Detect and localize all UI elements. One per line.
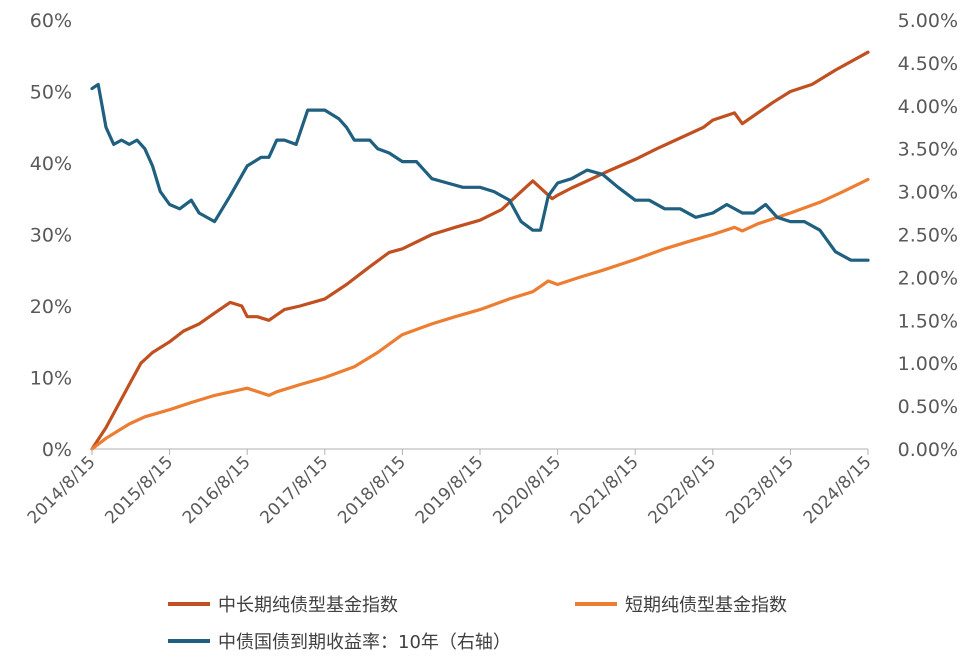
- right-tick-label: 0.00%: [898, 439, 958, 461]
- x-tick-label: 2015/8/15: [101, 452, 177, 528]
- x-tick-label: 2023/8/15: [722, 452, 798, 528]
- right-tick-label: 3.00%: [898, 182, 958, 204]
- legend-item-short-bond: 短期纯债型基金指数: [575, 595, 787, 616]
- x-tick-label: 2020/8/15: [489, 452, 565, 528]
- series-line-long-bond: [90, 50, 870, 451]
- legend-label-long-bond: 中长期纯债型基金指数: [218, 595, 398, 616]
- right-tick-label: 0.50%: [898, 396, 958, 418]
- left-tick-label: 60%: [30, 10, 72, 32]
- x-axis-ticks: 2014/8/15 2015/8/15 2016/8/15 2017/8/15 2018…: [24, 449, 876, 528]
- x-tick-label: 2024/8/15: [800, 452, 876, 528]
- left-tick-label: 10%: [30, 368, 72, 390]
- left-tick-label: 50%: [30, 82, 72, 104]
- x-tick-label: 2016/8/15: [179, 452, 255, 528]
- right-tick-label: 5.00%: [898, 10, 958, 32]
- right-axis-ticks: 0.00% 0.50% 1.00% 1.50% 2.00% 2.50% 3.00% 3.50%…: [898, 10, 958, 461]
- x-tick-label: 2014/8/15: [24, 452, 100, 528]
- x-tick-label: 2022/8/15: [645, 452, 721, 528]
- right-tick-label: 2.50%: [898, 225, 958, 247]
- x-tick-label: 2018/8/15: [334, 452, 410, 528]
- legend-label-yield: 中债国债到期收益率：10年（右轴）: [218, 632, 511, 653]
- right-tick-label: 3.50%: [898, 139, 958, 161]
- right-tick-label: 1.00%: [898, 353, 958, 375]
- right-tick-label: 4.00%: [898, 96, 958, 118]
- legend-label-short-bond: 短期纯债型基金指数: [625, 595, 787, 616]
- left-tick-label: 0%: [42, 439, 72, 461]
- series-line-yield: [90, 82, 870, 262]
- x-tick-label: 2017/8/15: [257, 452, 333, 528]
- series-layer: [90, 50, 870, 451]
- left-tick-label: 30%: [30, 225, 72, 247]
- legend: 中长期纯债型基金指数 短期纯债型基金指数 中债国债到期收益率：10年（右轴）: [168, 595, 787, 653]
- x-tick-label: 2019/8/15: [412, 452, 488, 528]
- legend-item-long-bond: 中长期纯债型基金指数: [168, 595, 398, 616]
- x-tick-label: 2021/8/15: [567, 452, 643, 528]
- right-tick-label: 1.50%: [898, 310, 958, 332]
- right-tick-label: 4.50%: [898, 53, 958, 75]
- left-tick-label: 20%: [30, 296, 72, 318]
- right-tick-label: 2.00%: [898, 267, 958, 289]
- left-axis-ticks: 0% 10% 20% 30% 40% 50% 60%: [30, 10, 72, 461]
- left-tick-label: 40%: [30, 153, 72, 175]
- series-line-short-bond: [90, 177, 870, 451]
- legend-item-yield: 中债国债到期收益率：10年（右轴）: [168, 632, 511, 653]
